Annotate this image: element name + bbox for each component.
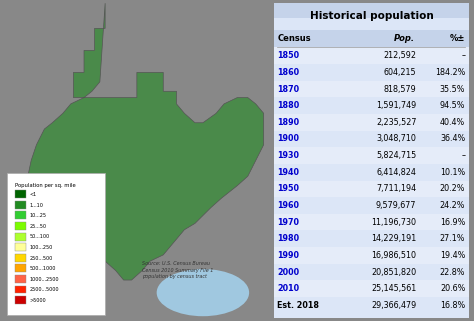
Text: 2500...5000: 2500...5000 — [30, 287, 59, 292]
Ellipse shape — [157, 269, 249, 316]
Text: 1940: 1940 — [277, 168, 300, 177]
Text: 500...1000: 500...1000 — [30, 266, 56, 271]
FancyBboxPatch shape — [273, 3, 469, 318]
FancyBboxPatch shape — [15, 201, 26, 209]
FancyBboxPatch shape — [273, 180, 469, 197]
Text: 35.5%: 35.5% — [440, 84, 465, 93]
FancyBboxPatch shape — [15, 243, 26, 251]
FancyBboxPatch shape — [15, 275, 26, 283]
Text: 20,851,820: 20,851,820 — [371, 267, 417, 276]
FancyBboxPatch shape — [15, 286, 26, 293]
Text: 1990: 1990 — [277, 251, 300, 260]
Text: 19.4%: 19.4% — [440, 251, 465, 260]
Text: 11,196,730: 11,196,730 — [372, 218, 417, 227]
Text: Source: U.S. Census Bureau
Census 2010 Summary File 1
population by census tract: Source: U.S. Census Bureau Census 2010 S… — [142, 261, 213, 279]
FancyBboxPatch shape — [15, 233, 26, 240]
Text: 604,215: 604,215 — [384, 68, 417, 77]
Text: Pop.: Pop. — [393, 34, 414, 43]
Text: 40.4%: 40.4% — [440, 118, 465, 127]
FancyBboxPatch shape — [273, 30, 469, 47]
Text: 7,711,194: 7,711,194 — [376, 184, 417, 193]
FancyBboxPatch shape — [15, 212, 26, 220]
Text: 212,592: 212,592 — [383, 51, 417, 60]
Text: 1980: 1980 — [277, 234, 300, 243]
Text: 6,414,824: 6,414,824 — [376, 168, 417, 177]
FancyBboxPatch shape — [273, 147, 469, 164]
FancyBboxPatch shape — [15, 296, 26, 304]
Text: Historical population: Historical population — [310, 11, 433, 21]
Text: 27.1%: 27.1% — [440, 234, 465, 243]
Text: 1960: 1960 — [277, 201, 300, 210]
Text: 1,591,749: 1,591,749 — [376, 101, 417, 110]
Text: 2,235,527: 2,235,527 — [376, 118, 417, 127]
Text: 14,229,191: 14,229,191 — [371, 234, 417, 243]
Text: 9,579,677: 9,579,677 — [376, 201, 417, 210]
Text: 20.2%: 20.2% — [440, 184, 465, 193]
Text: 25,145,561: 25,145,561 — [371, 284, 417, 293]
Text: 1...10: 1...10 — [30, 203, 44, 208]
Text: 20.6%: 20.6% — [440, 284, 465, 293]
Text: 36.4%: 36.4% — [440, 134, 465, 143]
FancyBboxPatch shape — [273, 280, 469, 297]
FancyBboxPatch shape — [273, 114, 469, 131]
Text: 22.8%: 22.8% — [440, 267, 465, 276]
Text: 10...25: 10...25 — [30, 213, 47, 218]
Text: Est. 2018: Est. 2018 — [277, 301, 319, 310]
Text: 1000...2500: 1000...2500 — [30, 277, 59, 282]
Text: 5,824,715: 5,824,715 — [376, 151, 417, 160]
Text: Population per sq. mile: Population per sq. mile — [15, 183, 76, 187]
FancyBboxPatch shape — [273, 247, 469, 264]
Text: 16.9%: 16.9% — [440, 218, 465, 227]
Text: Census: Census — [277, 34, 311, 43]
Text: 1950: 1950 — [277, 184, 300, 193]
Text: –: – — [461, 51, 465, 60]
FancyBboxPatch shape — [15, 222, 26, 230]
FancyBboxPatch shape — [15, 265, 26, 272]
Text: –: – — [461, 151, 465, 160]
Text: 1880: 1880 — [277, 101, 300, 110]
Text: 2010: 2010 — [277, 284, 300, 293]
FancyBboxPatch shape — [8, 173, 105, 315]
Polygon shape — [26, 3, 264, 280]
Text: 818,579: 818,579 — [383, 84, 417, 93]
Text: 250...500: 250...500 — [30, 256, 53, 261]
Text: 1900: 1900 — [277, 134, 300, 143]
Text: 29,366,479: 29,366,479 — [371, 301, 417, 310]
Text: <1: <1 — [30, 192, 37, 197]
Text: 1860: 1860 — [277, 68, 300, 77]
Text: 1870: 1870 — [277, 84, 300, 93]
Text: 50...100: 50...100 — [30, 234, 50, 239]
FancyBboxPatch shape — [273, 3, 469, 19]
Text: 3,048,710: 3,048,710 — [376, 134, 417, 143]
Text: 100...250: 100...250 — [30, 245, 53, 250]
Text: 10.1%: 10.1% — [440, 168, 465, 177]
Text: 24.2%: 24.2% — [440, 201, 465, 210]
Text: 1930: 1930 — [277, 151, 300, 160]
Text: 25...50: 25...50 — [30, 224, 47, 229]
Text: 16,986,510: 16,986,510 — [372, 251, 417, 260]
Text: %±: %± — [450, 34, 465, 43]
Text: 16.8%: 16.8% — [440, 301, 465, 310]
FancyBboxPatch shape — [273, 214, 469, 230]
FancyBboxPatch shape — [15, 254, 26, 262]
FancyBboxPatch shape — [273, 48, 469, 64]
Text: 94.5%: 94.5% — [440, 101, 465, 110]
Text: 184.2%: 184.2% — [435, 68, 465, 77]
Text: >5000: >5000 — [30, 298, 46, 303]
FancyBboxPatch shape — [15, 190, 26, 198]
Text: 1970: 1970 — [277, 218, 300, 227]
Text: 1850: 1850 — [277, 51, 300, 60]
FancyBboxPatch shape — [273, 81, 469, 97]
Text: 1890: 1890 — [277, 118, 300, 127]
Text: 2000: 2000 — [277, 267, 300, 276]
